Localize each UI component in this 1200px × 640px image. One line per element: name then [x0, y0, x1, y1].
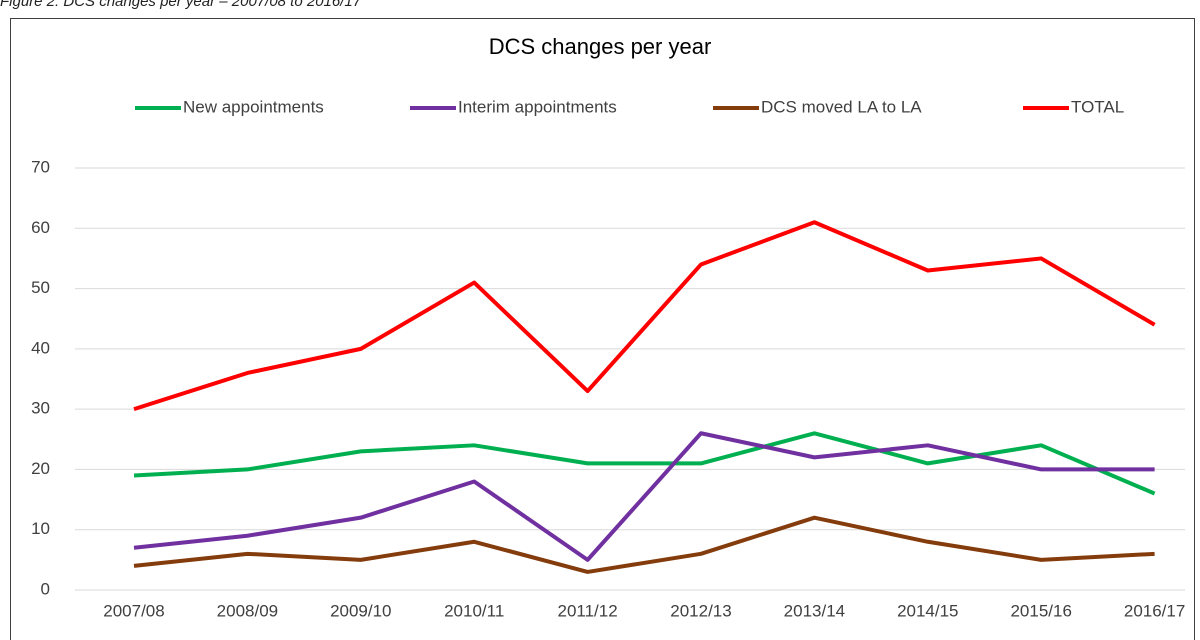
- y-tick-label: 50: [31, 278, 50, 297]
- y-tick-label: 60: [31, 218, 50, 237]
- caption: Figure 2: DCS changes per year – 2007/08…: [0, 0, 362, 10]
- chart-title: DCS changes per year: [489, 34, 712, 59]
- x-tick-label: 2009/10: [330, 601, 391, 620]
- y-tick-label: 30: [31, 399, 50, 418]
- series-line: [133, 220, 1156, 412]
- x-tick-label: 2008/09: [217, 601, 278, 620]
- x-tick-label: 2007/08: [103, 601, 164, 620]
- y-tick-label: 20: [31, 459, 50, 478]
- series-line: [133, 515, 1155, 574]
- legend-label: Interim appointments: [458, 97, 617, 116]
- y-tick-label: 40: [31, 338, 50, 357]
- x-tick-label: 2010/11: [444, 601, 504, 620]
- chart-border: [10, 18, 1195, 640]
- legend-label: TOTAL: [1071, 97, 1124, 116]
- series-line: [133, 431, 1156, 496]
- x-tick-label: 2013/14: [784, 601, 845, 620]
- legend-label: DCS moved LA to LA: [761, 97, 922, 116]
- series-line: [133, 431, 1155, 562]
- x-tick-label: 2016/17: [1124, 601, 1185, 620]
- legend-label: New appointments: [183, 97, 324, 116]
- x-tick-label: 2011/12: [557, 601, 617, 620]
- x-tick-label: 2014/15: [897, 601, 958, 620]
- y-tick-label: 70: [31, 157, 50, 176]
- x-tick-label: 2012/13: [670, 601, 731, 620]
- y-tick-label: 0: [41, 579, 50, 598]
- y-tick-label: 10: [31, 519, 50, 538]
- x-tick-label: 2015/16: [1010, 601, 1071, 620]
